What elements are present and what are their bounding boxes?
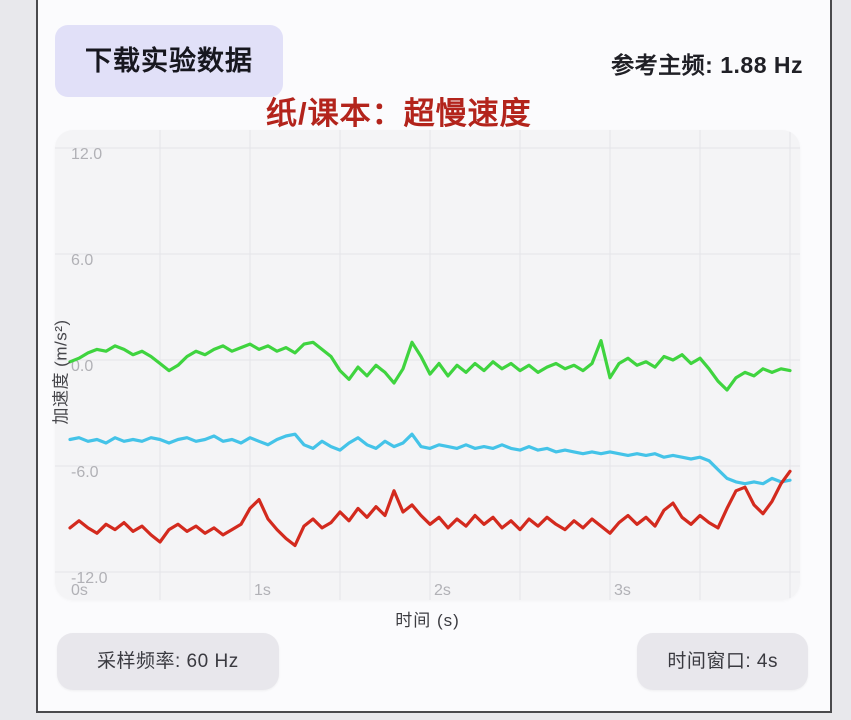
- chart-canvas: 12.0 6.0 0.0 -6.0 -12.00s 1s 2s 3s: [55, 130, 800, 600]
- svg-text:0.0: 0.0: [71, 358, 93, 375]
- svg-text:3s: 3s: [614, 582, 631, 599]
- chart-annotation-title: 纸/课本：超慢速度: [266, 96, 532, 131]
- svg-text:-6.0: -6.0: [71, 464, 99, 481]
- svg-text:2s: 2s: [434, 582, 451, 599]
- svg-text:12.0: 12.0: [71, 146, 102, 163]
- reference-frequency-value: 1.88 Hz: [720, 52, 803, 78]
- reference-frequency-label: 参考主频:: [611, 52, 714, 78]
- svg-text:6.0: 6.0: [71, 252, 93, 269]
- time-window-chip[interactable]: 时间窗口: 4s: [637, 633, 808, 690]
- x-axis-title: 时间 (s): [395, 611, 460, 630]
- acceleration-chart: 12.0 6.0 0.0 -6.0 -12.0 0s 1s 2s 3s: [55, 130, 800, 600]
- svg-text:1s: 1s: [254, 582, 271, 599]
- download-data-button[interactable]: 下载实验数据: [55, 25, 283, 97]
- svg-text:0s: 0s: [71, 582, 88, 599]
- reference-frequency: 参考主频: 1.88 Hz: [611, 46, 803, 80]
- y-axis-title: 加速度 (m/s²): [51, 319, 71, 425]
- svg-text:-12.0: -12.0: [71, 570, 108, 587]
- sample-rate-chip[interactable]: 采样频率: 60 Hz: [57, 633, 279, 690]
- app-window: 下载实验数据 参考主频: 1.88 Hz 纸/课本：超慢速度 12.0 6.0 0.…: [36, 0, 832, 713]
